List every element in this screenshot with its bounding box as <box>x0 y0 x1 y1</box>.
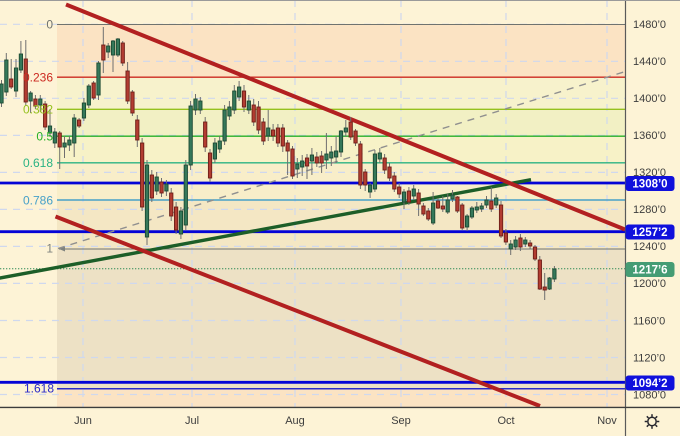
svg-text:1257’2: 1257’2 <box>632 227 667 239</box>
svg-text:0.382: 0.382 <box>23 103 53 117</box>
svg-text:1440’0: 1440’0 <box>633 56 666 68</box>
svg-text:1160’0: 1160’0 <box>633 315 665 327</box>
svg-text:0.618: 0.618 <box>23 156 53 170</box>
svg-text:0.5: 0.5 <box>36 130 53 144</box>
svg-text:0.786: 0.786 <box>23 193 53 207</box>
svg-text:Jun: Jun <box>74 415 92 427</box>
svg-text:1360’0: 1360’0 <box>633 130 666 142</box>
svg-text:1308’0: 1308’0 <box>632 178 667 190</box>
svg-text:0.236: 0.236 <box>23 71 53 85</box>
svg-text:1217’6: 1217’6 <box>632 264 667 276</box>
svg-text:1480’0: 1480’0 <box>633 19 666 31</box>
svg-text:Sep: Sep <box>391 415 411 427</box>
svg-text:Nov: Nov <box>597 415 617 427</box>
svg-text:1: 1 <box>46 242 53 256</box>
svg-text:1240’0: 1240’0 <box>633 241 666 253</box>
svg-text:Oct: Oct <box>497 415 514 427</box>
svg-text:1080’0: 1080’0 <box>633 389 666 401</box>
svg-text:1094’2: 1094’2 <box>632 378 667 390</box>
svg-text:1200’0: 1200’0 <box>633 278 666 290</box>
svg-text:1.618: 1.618 <box>24 382 54 396</box>
svg-text:1400’0: 1400’0 <box>633 93 666 105</box>
svg-text:1280’0: 1280’0 <box>633 204 666 216</box>
svg-text:Aug: Aug <box>285 415 305 427</box>
svg-text:1120’0: 1120’0 <box>633 352 665 364</box>
svg-text:0: 0 <box>46 18 53 32</box>
svg-text:Jul: Jul <box>185 415 199 427</box>
